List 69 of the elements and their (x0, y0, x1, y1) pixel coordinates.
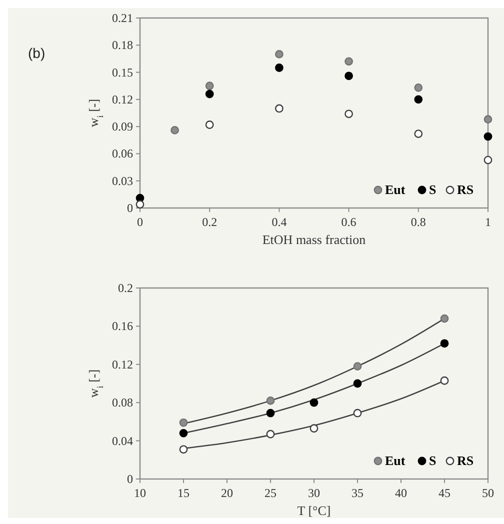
x-tick-label: 45 (438, 486, 450, 500)
point (484, 132, 492, 141)
x-tick-label: 40 (395, 486, 407, 500)
y-tick-label: 0.15 (112, 65, 133, 80)
y-tick-label: 0.16 (112, 319, 133, 334)
legend-label: Eut (385, 453, 406, 468)
point (266, 408, 275, 418)
point (353, 408, 362, 418)
x-tick-label: 35 (352, 486, 364, 500)
point (484, 156, 492, 164)
text: (b) (28, 45, 46, 61)
point (344, 57, 353, 66)
x-tick-label: 20 (221, 486, 233, 500)
point (205, 120, 214, 129)
point (414, 83, 423, 92)
x-tick-label: 0 (137, 215, 143, 229)
point (344, 72, 353, 80)
x-tick-label: 0.6 (341, 215, 356, 229)
y-tick-label: 0 (127, 472, 133, 486)
legend-label: S (429, 182, 436, 197)
y-tick-label: 0.18 (112, 38, 133, 52)
point (414, 130, 423, 138)
legend-label: RS (457, 182, 474, 197)
point (310, 398, 318, 407)
point (353, 362, 362, 371)
x-tick-label: 1 (485, 215, 491, 229)
point (484, 115, 492, 124)
point (275, 50, 284, 58)
x-tick-label: 10 (134, 486, 146, 500)
y-tick-label: 0.04 (112, 434, 133, 448)
point (440, 314, 449, 323)
point (179, 428, 188, 438)
point (179, 418, 188, 427)
legend-label: Eut (385, 182, 406, 197)
y-tick-label: 0.08 (112, 396, 133, 410)
point (440, 339, 449, 348)
y-tick-label: 0.06 (112, 146, 133, 161)
x-tick-label: 0.2 (202, 215, 218, 229)
y-tick-label: 0 (127, 201, 133, 215)
point (170, 126, 179, 134)
x-tick-label: 30 (308, 486, 320, 500)
y-tick-label: 0.03 (112, 174, 133, 188)
y-tick-label: 0.12 (112, 357, 133, 372)
x-tick-label: 15 (178, 486, 190, 500)
point (414, 95, 423, 104)
y-tick-label: 0.09 (112, 120, 133, 134)
x-axis-title: T [°C] (297, 503, 331, 518)
point (440, 376, 449, 385)
legend-label: RS (457, 453, 474, 468)
point (136, 200, 144, 209)
x-tick-label: 0.8 (410, 215, 426, 229)
point (310, 424, 318, 433)
point (266, 396, 275, 405)
point (275, 104, 284, 113)
legend-label: S (429, 453, 436, 468)
y-tick-label: 0.21 (112, 11, 133, 25)
point (205, 82, 214, 90)
x-tick-label: 0.4 (272, 215, 287, 229)
point (266, 430, 275, 438)
x-axis-title: EtOH mass fraction (262, 232, 366, 247)
y-tick-label: 0.2 (118, 281, 133, 295)
point (353, 379, 362, 388)
point (205, 90, 214, 98)
x-tick-label: 50 (482, 486, 494, 500)
point (275, 64, 284, 72)
point (344, 110, 353, 118)
point (179, 445, 188, 454)
y-tick-label: 0.12 (112, 92, 133, 106)
x-tick-label: 25 (264, 486, 276, 500)
